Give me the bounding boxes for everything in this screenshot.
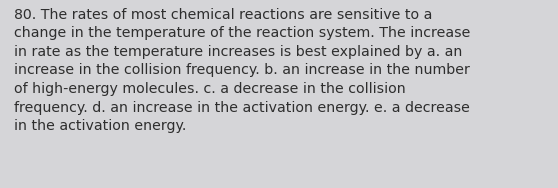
Text: 80. The rates of most chemical reactions are sensitive to a
change in the temper: 80. The rates of most chemical reactions… bbox=[14, 8, 470, 133]
